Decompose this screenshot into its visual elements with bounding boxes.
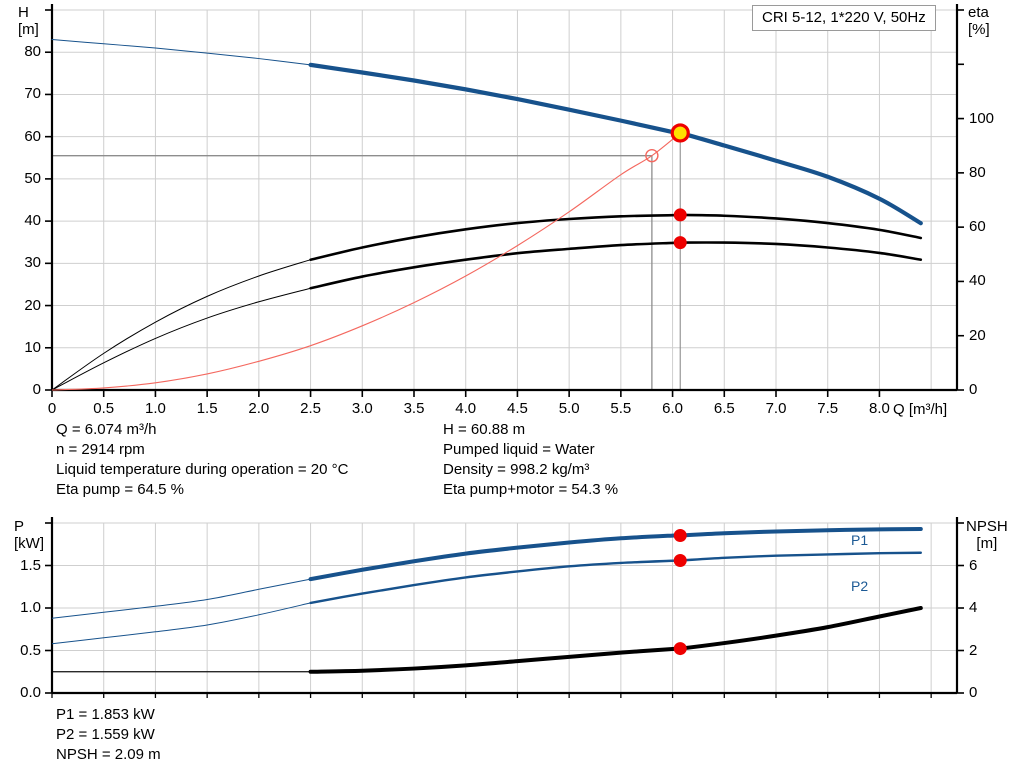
eta-pump-motor-point [673, 236, 687, 250]
p-axis-unit: [kW] [14, 535, 44, 552]
h-tick-label: 50 [24, 169, 41, 187]
eta-axis-name: eta [968, 4, 989, 21]
eta-tick-label: 80 [969, 163, 986, 181]
npsh-tick-label: 2 [969, 641, 978, 659]
h-tick-label: 40 [24, 212, 41, 230]
q-tick-label: 5.0 [558, 400, 580, 417]
legend-title-box: CRI 5-12, 1*220 V, 50Hz [752, 5, 936, 31]
eta-tick-label: 0 [969, 381, 978, 398]
h-tick-label: 30 [24, 254, 41, 272]
p-tick-label: 1.0 [20, 599, 41, 616]
p-axis-name: P [14, 518, 25, 535]
duty-info-line: Density = 998.2 kg/m³ [443, 461, 590, 478]
q-tick-label: 4.0 [455, 400, 477, 417]
top-left-axis-title: H [m] [18, 4, 39, 38]
eta-tick-label: 60 [969, 218, 986, 236]
q-tick-label: 4.5 [506, 400, 528, 417]
h-tick-label: 0 [32, 381, 41, 398]
p2-curve-label: P2 [851, 578, 869, 594]
npsh-tick-label: 6 [969, 556, 978, 574]
duty-info-line: Q = 6.074 m³/h [56, 421, 157, 438]
duty-info-line: Eta pump+motor = 54.3 % [443, 481, 619, 498]
eta-axis-unit: [%] [968, 21, 990, 38]
q-tick-label: 7.0 [765, 400, 787, 417]
q-tick-label: 8.0 [868, 400, 890, 417]
h-tick-label: 10 [24, 338, 41, 356]
q-tick-label: 1.5 [196, 400, 218, 417]
eta-tick-label: 20 [969, 326, 986, 344]
eta-tick-label: 40 [969, 272, 986, 290]
legend-title: CRI 5-12, 1*220 V, 50Hz [762, 9, 926, 26]
q-tick-label: 6.0 [662, 400, 683, 417]
npsh-tick-label: 4 [969, 599, 978, 616]
power-npsh-chart [45, 517, 964, 698]
eta-pump-point [673, 208, 687, 222]
power-info-line: P1 = 1.853 kW [56, 706, 155, 723]
q-tick-label: 7.5 [817, 400, 839, 417]
q-axis-label: Q [m³/h] [893, 401, 948, 418]
bottom-right-axis-title: NPSH [m] [966, 518, 1008, 552]
q-tick-label: 1.0 [144, 400, 166, 417]
q-tick-label: 0.5 [93, 400, 115, 417]
npsh-axis-unit: [m] [976, 535, 998, 552]
h-axis-unit: [m] [18, 21, 39, 38]
top-right-axis-title: eta [%] [968, 4, 990, 38]
npsh-axis-name: NPSH [966, 518, 1008, 535]
p-tick-label: 1.5 [20, 556, 41, 574]
q-tick-label: 2.5 [300, 400, 321, 417]
eta-tick-label: 100 [969, 109, 995, 127]
p-tick-label: 0.0 [20, 684, 41, 701]
duty-point [670, 123, 690, 143]
duty-info-line: Pumped liquid = Water [443, 441, 595, 458]
h-tick-label: 20 [24, 296, 41, 314]
q-tick-label: 6.5 [713, 400, 735, 417]
power-info-line: P2 = 1.559 kW [56, 726, 155, 743]
bottom-left-axis-title: P [kW] [14, 518, 44, 552]
duty-info-line: n = 2914 rpm [56, 441, 145, 458]
duty-info-line: Liquid temperature during operation = 20… [56, 461, 349, 478]
power-info-line: NPSH = 2.09 m [56, 746, 161, 763]
npsh-tick-label: 0 [969, 684, 978, 701]
duty-info-line: H = 60.88 m [443, 421, 526, 438]
duty-info-line: Eta pump = 64.5 % [56, 481, 184, 498]
p1-curve-label: P1 [851, 532, 869, 548]
p1-point [673, 528, 687, 542]
q-tick-label: 3.0 [351, 400, 373, 417]
h-tick-label: 70 [24, 85, 41, 103]
q-tick-label: 2.0 [248, 400, 270, 417]
p-tick-label: 0.5 [20, 641, 41, 659]
p2-point [673, 553, 687, 567]
q-tick-label: 5.5 [610, 400, 632, 417]
head-efficiency-chart [45, 4, 964, 397]
q-tick-label: 0 [47, 400, 57, 417]
top-x-axis-title: Q [m³/h] [893, 401, 947, 418]
npsh-point [673, 642, 687, 656]
h-axis-name: H [18, 4, 29, 21]
q-tick-label: 3.5 [403, 400, 425, 417]
h-tick-label: 80 [24, 43, 41, 61]
system-curve-point [645, 148, 659, 163]
h-tick-label: 60 [24, 127, 41, 145]
